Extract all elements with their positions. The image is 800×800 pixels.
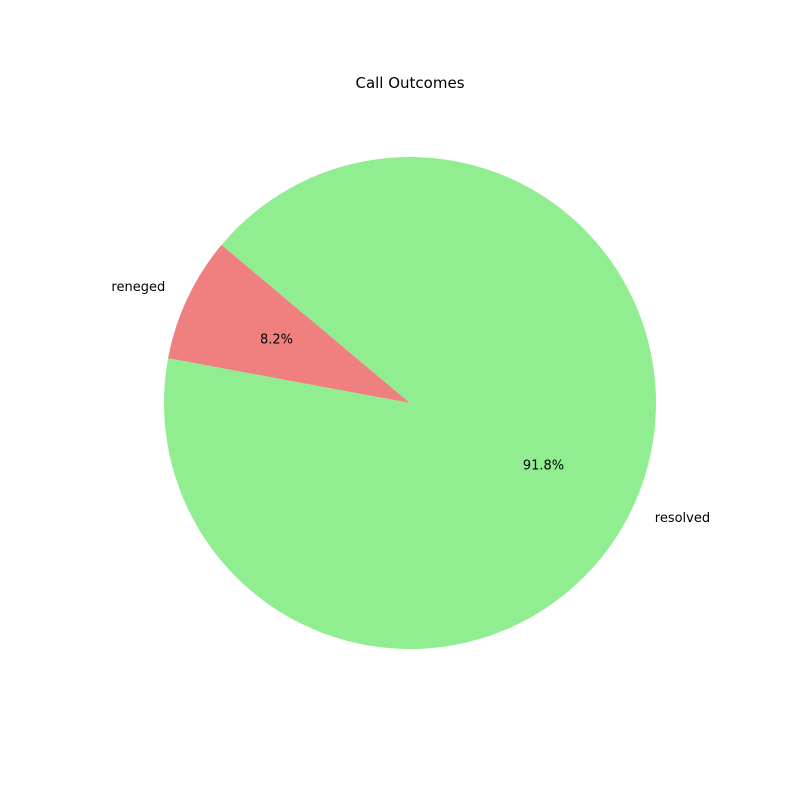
slice-percent-reneged: 8.2%: [260, 333, 293, 348]
slice-label-reneged: reneged: [111, 280, 165, 295]
chart-title: Call Outcomes: [355, 74, 464, 92]
pie-slice-resolved: [163, 156, 656, 649]
slice-percent-resolved: 91.8%: [523, 458, 564, 473]
pie-slice-reneged: [168, 244, 410, 403]
pie-slices: [163, 156, 656, 649]
slice-label-resolved: resolved: [655, 511, 710, 526]
pie-labels: reneged 8.2% resolved 91.8%: [111, 280, 710, 526]
